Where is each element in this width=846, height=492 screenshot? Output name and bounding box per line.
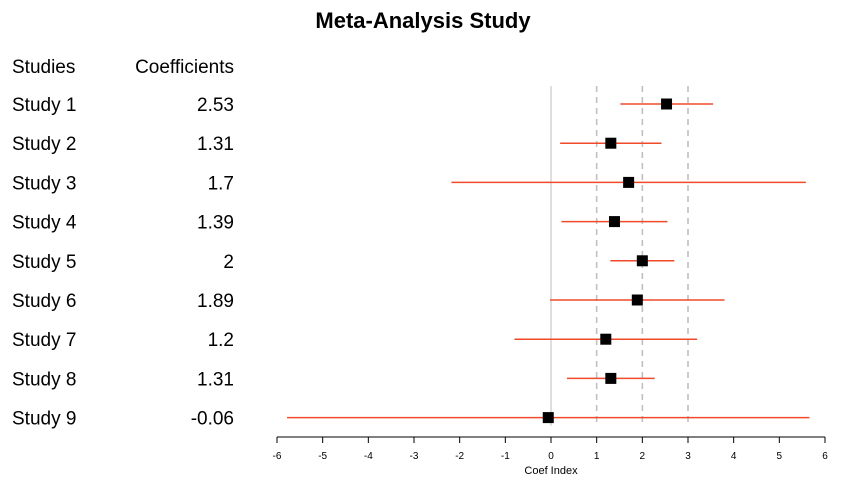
coefficient-value: 1.31 <box>197 369 234 390</box>
study-row: Study 2 1.31 <box>12 134 662 155</box>
coefficient-value: 1.7 <box>208 173 234 194</box>
x-tick-label: 3 <box>685 451 691 462</box>
point-estimate <box>636 255 648 267</box>
x-tick-label: 2 <box>640 451 646 462</box>
coefficient-value: -0.06 <box>191 409 234 430</box>
study-name: Study 7 <box>12 330 76 351</box>
coefficient-value: 1.31 <box>197 134 234 155</box>
study-name: Study 5 <box>12 252 76 273</box>
study-row: Study 4 1.39 <box>12 213 668 234</box>
studies-header: Studies <box>12 57 75 78</box>
coefficient-value: 2 <box>223 252 234 273</box>
point-estimate <box>605 372 617 384</box>
coefficient-value: 1.39 <box>197 213 234 234</box>
coefficient-value: 2.53 <box>197 95 234 116</box>
coefficient-value: 1.89 <box>197 291 234 312</box>
point-estimate <box>600 333 612 345</box>
study-row: Study 1 2.53 <box>12 95 714 116</box>
x-tick-label: 1 <box>594 451 600 462</box>
point-estimate <box>623 176 635 188</box>
study-name: Study 1 <box>12 95 76 116</box>
point-estimate <box>631 294 643 306</box>
study-row: Study 6 1.89 <box>12 291 725 312</box>
study-name: Study 4 <box>12 213 77 234</box>
study-row: Study 7 1.2 <box>12 330 698 351</box>
study-row: Study 3 1.7 <box>12 173 806 194</box>
study-row: Study 8 1.31 <box>12 369 655 390</box>
x-tick-label: 5 <box>777 451 783 462</box>
study-name: Study 8 <box>12 369 76 390</box>
chart-title: Meta-Analysis Study <box>315 8 531 33</box>
study-name: Study 3 <box>12 173 76 194</box>
point-estimate <box>605 137 617 149</box>
study-row: Study 9 -0.06 <box>12 409 810 430</box>
x-tick-label: 4 <box>731 451 737 462</box>
reference-lines <box>550 86 689 426</box>
point-estimate <box>542 412 554 424</box>
study-rows: Study 1 2.53 Study 2 1.31 Study 3 1.7 Study 4 1… <box>12 95 810 430</box>
x-axis: -6 -5 -4 -3 -2 -1 0 1 2 3 4 5 6 <box>273 436 828 462</box>
x-tick-label: -1 <box>501 451 510 462</box>
x-tick-label: 6 <box>822 451 828 462</box>
point-estimate <box>661 98 673 110</box>
x-tick-label: 0 <box>548 451 554 462</box>
coefficient-value: 1.2 <box>208 330 234 351</box>
x-tick-label: -4 <box>364 451 373 462</box>
x-tick-label: -6 <box>273 451 282 462</box>
x-axis-label: Coef Index <box>524 465 578 477</box>
point-estimate <box>608 216 620 228</box>
x-tick-label: -2 <box>455 451 464 462</box>
study-name: Study 2 <box>12 134 76 155</box>
study-row: Study 5 2 <box>12 252 675 273</box>
study-name: Study 9 <box>12 409 76 430</box>
coefficients-header: Coefficients <box>135 57 234 78</box>
x-tick-label: -3 <box>410 451 419 462</box>
study-name: Study 6 <box>12 291 76 312</box>
x-tick-label: -5 <box>318 451 327 462</box>
